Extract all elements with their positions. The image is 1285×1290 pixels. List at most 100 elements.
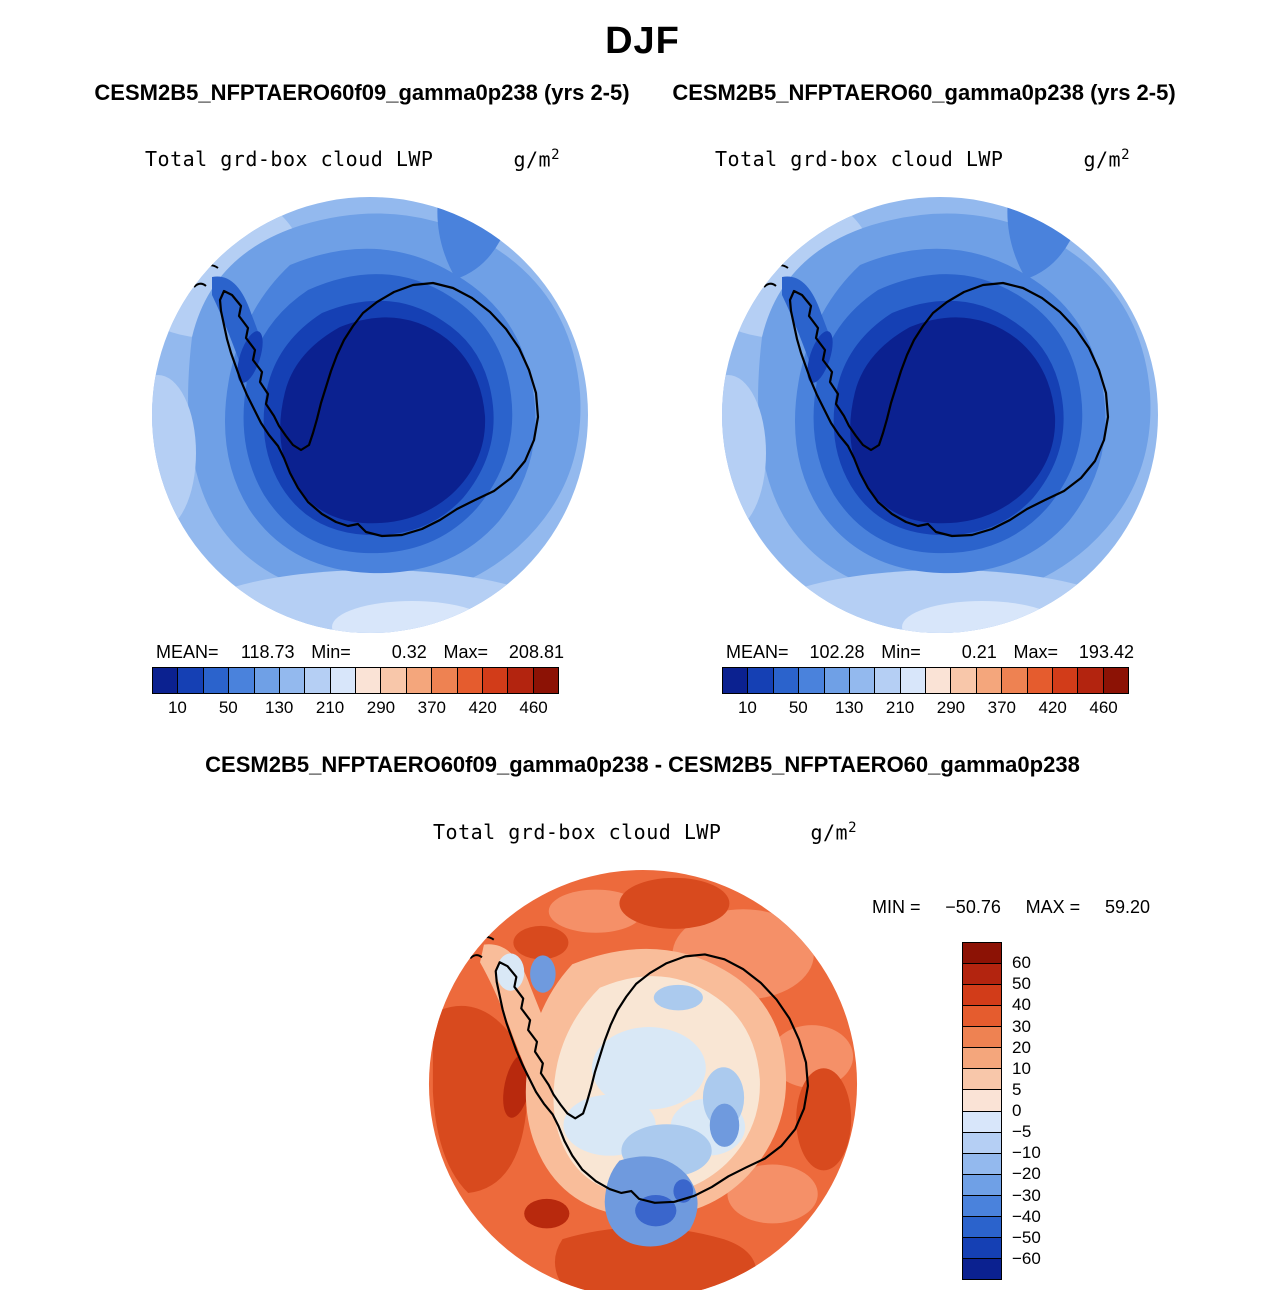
units-exponent: 2 xyxy=(1121,147,1130,163)
colorbar-cell xyxy=(962,1068,1002,1091)
colorbar-cell xyxy=(962,1089,1002,1112)
stat-max-value: 208.81 xyxy=(508,642,564,662)
stat-min-value: 0.21 xyxy=(961,642,997,662)
colorbar-cell xyxy=(1026,667,1053,694)
colorbar-tick-label: 370 xyxy=(417,698,446,717)
colorbar-cell xyxy=(925,667,952,694)
panel-left: Total grd-box cloud LWP g/m2 MEAN= 118.73… xyxy=(90,140,570,740)
colorbar-tick-label: −5 xyxy=(1012,1122,1032,1142)
lwp-colorbar xyxy=(152,667,559,694)
colorbar-tick-label: 50 xyxy=(1012,974,1031,994)
colorbar-tick-label: 30 xyxy=(1012,1016,1031,1036)
stat-min-label: Min= xyxy=(311,642,351,662)
colorbar-tick-label: 290 xyxy=(936,698,966,717)
colorbar-tick-label: −40 xyxy=(1012,1206,1041,1226)
colorbar-tick-label: 290 xyxy=(366,698,396,717)
colorbar-cell xyxy=(962,1215,1002,1238)
colorbar-cell xyxy=(962,963,1002,986)
colorbar-cell xyxy=(1077,667,1104,694)
map-title-row: Total grd-box cloud LWP g/m2 xyxy=(715,147,1130,172)
colorbar-cell xyxy=(253,667,280,694)
stat-max: Max= 208.81 xyxy=(443,642,564,663)
colorbar-cell xyxy=(899,667,926,694)
colorbar-tick-label: 460 xyxy=(519,698,548,717)
stat-mean: MEAN= 102.28 xyxy=(726,642,865,663)
colorbar-cell xyxy=(962,1194,1002,1217)
stat-mean: MEAN= 118.73 xyxy=(156,642,295,663)
colorbar-tick-label: 50 xyxy=(218,698,238,717)
colorbar-cell xyxy=(1001,667,1028,694)
colorbar-cell xyxy=(962,1152,1002,1175)
stats-row: MEAN= 118.73 Min= 0.32 Max= 208.81 xyxy=(156,642,564,663)
stats-row: MEAN= 102.28 Min= 0.21 Max= 193.42 xyxy=(726,642,1134,663)
diff-colorbar-ticks: 60 50 40 30 20 10 5 0 −5 −10 −20 −30 −40 −50 −60 xyxy=(1012,942,1072,1280)
colorbar-cell xyxy=(962,1236,1002,1259)
units-base: g/m xyxy=(1083,147,1122,172)
colorbar-cell xyxy=(848,667,876,694)
colorbar-cell xyxy=(329,667,356,694)
stat-min-value: 0.32 xyxy=(391,642,427,662)
colorbar-tick-label: 130 xyxy=(265,698,294,717)
diff-max-label: MAX = xyxy=(1025,897,1081,917)
stat-max-value: 193.42 xyxy=(1078,642,1134,662)
colorbar-cell xyxy=(962,1005,1002,1028)
colorbar-cell xyxy=(532,667,559,694)
colorbar-cell xyxy=(202,667,230,694)
colorbar-cell xyxy=(975,667,1003,694)
diff-title: CESM2B5_NFPTAERO60f09_gamma0p238 - CESM2… xyxy=(205,752,1080,777)
units-base: g/m xyxy=(513,147,552,172)
colorbar-cell xyxy=(152,667,179,694)
colorbar-cell xyxy=(380,667,407,694)
stat-mean-value: 102.28 xyxy=(809,642,865,662)
stat-min-label: Min= xyxy=(881,642,921,662)
lwp-colorbar xyxy=(722,667,1129,694)
lwp-map-right xyxy=(720,195,1160,635)
colorbar-cell xyxy=(405,667,433,694)
colorbar-cell xyxy=(950,667,977,694)
diff-map-title-row: Total grd-box cloud LWP g/m2 xyxy=(433,820,857,845)
lwp-colorbar-ticks: 10 50 130 210 290 370 420 460 xyxy=(152,698,559,720)
colorbar-cell xyxy=(823,667,850,694)
colorbar-tick-label: 60 xyxy=(1012,953,1031,973)
colorbar-tick-label: 130 xyxy=(835,698,864,717)
units-label: g/m2 xyxy=(810,820,857,845)
map-title: Total grd-box cloud LWP xyxy=(715,147,1004,171)
colorbar-cell xyxy=(177,667,204,694)
colorbar-cell xyxy=(1102,667,1129,694)
colorbar-cell xyxy=(962,1047,1002,1070)
stat-max: Max= 193.42 xyxy=(1013,642,1134,663)
colorbar-tick-label: 20 xyxy=(1012,1037,1031,1057)
colorbar-cell xyxy=(431,667,458,694)
colorbar-tick-label: 0 xyxy=(1012,1101,1022,1120)
colorbar-cell xyxy=(355,667,382,694)
colorbar-cell xyxy=(481,667,509,694)
diff-map xyxy=(427,868,859,1290)
diff-min-value: −50.76 xyxy=(945,897,1001,917)
colorbar-tick-label: 5 xyxy=(1012,1079,1022,1099)
panel-right: Total grd-box cloud LWP g/m2 MEAN= 102.28… xyxy=(660,140,1140,740)
diff-colorbar xyxy=(962,942,1002,1280)
stat-max-label: Max= xyxy=(443,642,488,662)
page-title: DJF xyxy=(605,20,680,62)
stat-mean-label: MEAN= xyxy=(726,642,789,662)
map-title: Total grd-box cloud LWP xyxy=(433,820,722,844)
colorbar-cell xyxy=(228,667,255,694)
colorbar-tick-label: −10 xyxy=(1012,1143,1041,1163)
diff-min-label: MIN = xyxy=(872,897,921,917)
colorbar-cell xyxy=(772,667,800,694)
colorbar-cell xyxy=(962,1110,1002,1133)
colorbar-cell xyxy=(962,1026,1002,1049)
colorbar-tick-label: 210 xyxy=(885,698,915,717)
map-title: Total grd-box cloud LWP xyxy=(145,147,434,171)
stat-min: Min= 0.21 xyxy=(881,642,997,663)
colorbar-tick-label: 40 xyxy=(1012,995,1031,1015)
units-exponent: 2 xyxy=(848,820,857,836)
run-title-right: CESM2B5_NFPTAERO60_gamma0p238 (yrs 2-5) xyxy=(672,80,1176,105)
colorbar-tick-label: 10 xyxy=(167,698,187,717)
colorbar-tick-label: 10 xyxy=(1012,1058,1031,1078)
colorbar-cell xyxy=(456,667,483,694)
colorbar-tick-label: 50 xyxy=(788,698,808,717)
colorbar-tick-label: 460 xyxy=(1089,698,1118,717)
colorbar-cell xyxy=(747,667,774,694)
colorbar-tick-label: 370 xyxy=(987,698,1016,717)
